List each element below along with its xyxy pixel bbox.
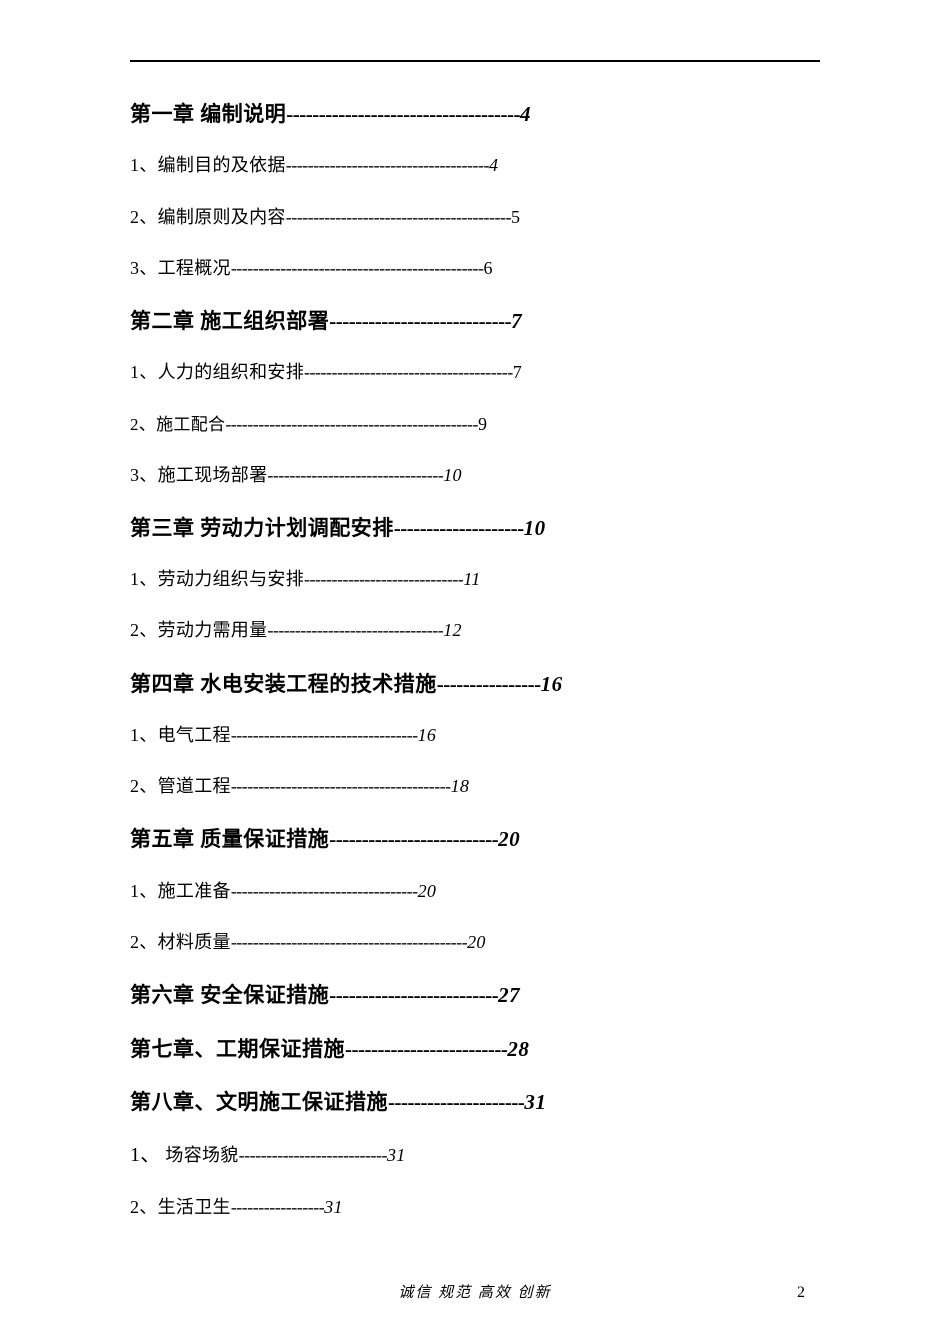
toc-entry-label: 1、电气工程 — [130, 723, 231, 748]
toc-sub-entry: 2、生活卫生-----------------31 — [130, 1195, 820, 1220]
toc-entry-label: 1、 场容场貌 — [130, 1141, 239, 1169]
toc-entry-leader: ----------------------------------------… — [225, 412, 478, 437]
toc-entry-page: 31 — [324, 1195, 343, 1220]
toc-chapter-entry: 第三章 劳动力计划调配安排-------------------- 10 — [130, 514, 820, 543]
toc-entry-leader: -------------------------------------- — [304, 360, 513, 385]
toc-entry-page: 10 — [524, 514, 546, 543]
toc-sub-entry: 3、工程概况----------------------------------… — [130, 256, 820, 281]
toc-chapter-entry: 第五章 质量保证措施--------------------------20 — [130, 825, 820, 854]
toc-chapter-entry: 第四章 水电安装工程的技术措施---------------- 16 — [130, 670, 820, 699]
toc-entry-page: 10 — [443, 463, 462, 488]
toc-entry-label: 第二章 施工组织部署 — [130, 307, 329, 336]
toc-entry-label: 1、编制目的及依据 — [130, 153, 286, 178]
toc-entry-label: 第八章、文明施工保证措施 — [130, 1088, 388, 1117]
toc-entry-leader: ---------------------------------- — [231, 723, 418, 748]
toc-entry-label: 第一章 编制说明 — [130, 100, 286, 129]
toc-entry-leader: ---------------------------------- — [231, 879, 418, 904]
toc-entry-page: 27 — [498, 981, 520, 1010]
toc-sub-entry: 1、施工准备----------------------------------… — [130, 879, 820, 904]
toc-entry-leader: ---------------- — [437, 670, 541, 699]
toc-entry-leader: ------------------------------------ — [286, 100, 520, 129]
toc-entry-page: 4 — [489, 153, 498, 178]
toc-chapter-entry: 第六章 安全保证措施--------------------------27 — [130, 981, 820, 1010]
footer-motto: 诚信 规范 高效 创新 — [0, 1281, 950, 1302]
toc-entry-label: 第七章、工期保证措施 — [130, 1035, 345, 1064]
top-rule — [130, 60, 820, 62]
toc-sub-entry: 1、劳动力组织与安排----------------------------- … — [130, 567, 820, 592]
toc-entry-page: 31 — [387, 1143, 406, 1168]
toc-entry-page: 4 — [520, 100, 531, 129]
toc-entry-page: 20 — [467, 930, 486, 955]
toc-entry-page: 20 — [418, 879, 437, 904]
toc-sub-entry: 2、编制原则及内容-------------------------------… — [130, 205, 820, 230]
toc-entry-page: 6 — [484, 256, 493, 281]
toc-entry-page: 9 — [478, 412, 487, 437]
toc-entry-page: 5 — [511, 205, 520, 230]
toc-entry-leader: -------------------------- — [329, 825, 498, 854]
toc-entry-label: 1、劳动力组织与安排 — [130, 567, 304, 592]
toc-entry-leader: -------------------------- — [329, 981, 498, 1010]
toc-entry-leader: ------------------------- — [345, 1035, 507, 1064]
toc-chapter-entry: 第一章 编制说明--------------------------------… — [130, 100, 820, 129]
toc-entry-page: 12 — [443, 618, 462, 643]
toc-entry-label: 2、材料质量 — [130, 930, 231, 955]
toc-entry-label: 2、施工配合 — [130, 413, 225, 437]
toc-entry-leader: ----------------------------- — [304, 567, 463, 592]
toc-entry-leader: -------------------------------- — [267, 618, 443, 643]
toc-entry-leader: --------------------------- — [239, 1143, 387, 1168]
toc-entry-label: 2、管道工程 — [130, 774, 231, 799]
toc-entry-label: 第六章 安全保证措施 — [130, 981, 329, 1010]
toc-sub-entry: 1、电气工程----------------------------------… — [130, 723, 820, 748]
toc-sub-entry: 3、施工现场部署--------------------------------… — [130, 463, 820, 488]
toc-entry-label: 第五章 质量保证措施 — [130, 825, 329, 854]
toc-entry-label: 3、施工现场部署 — [130, 463, 267, 488]
toc-sub-entry: 2、材料质量----------------------------------… — [130, 930, 820, 955]
page-content: 第一章 编制说明--------------------------------… — [0, 0, 950, 1221]
toc-entry-page: 7 — [511, 307, 522, 336]
toc-entry-leader: -------------------- — [394, 514, 524, 543]
toc-entry-leader: ----------------------------------------… — [286, 205, 511, 230]
toc-sub-entry: 1、编制目的及依据-------------------------------… — [130, 153, 820, 178]
toc-entry-label: 2、生活卫生 — [130, 1195, 231, 1220]
toc-sub-entry: 2、管道工程----------------------------------… — [130, 774, 820, 799]
toc-entry-page: 18 — [451, 774, 470, 799]
toc-entry-page: 11 — [463, 567, 480, 592]
toc-entry-page: 31 — [524, 1088, 546, 1117]
toc-entry-label: 1、人力的组织和安排 — [130, 360, 304, 385]
toc-entry-leader: ---------------------------- — [329, 307, 511, 336]
toc-entry-leader: -------------------------------- — [267, 463, 443, 488]
toc-sub-entry: 1、人力的组织和安排------------------------------… — [130, 360, 820, 385]
table-of-contents: 第一章 编制说明--------------------------------… — [130, 100, 820, 1221]
footer-page-number: 2 — [797, 1284, 805, 1302]
toc-entry-leader: ----------------------------------------… — [231, 930, 467, 955]
toc-entry-label: 3、工程概况 — [130, 256, 231, 281]
toc-entry-leader: --------------------- — [388, 1088, 524, 1117]
toc-entry-leader: ----------------- — [231, 1195, 324, 1220]
toc-entry-leader: ----------------------------------------… — [231, 256, 484, 281]
toc-entry-leader: ------------------------------------- — [286, 153, 489, 178]
toc-entry-label: 1、施工准备 — [130, 879, 231, 904]
toc-entry-label: 2、编制原则及内容 — [130, 205, 286, 230]
toc-entry-leader: ---------------------------------------- — [231, 774, 451, 799]
toc-entry-page: 16 — [418, 723, 437, 748]
toc-sub-entry: 2、施工配合----------------------------------… — [130, 412, 820, 437]
toc-entry-page: 16 — [541, 670, 563, 699]
toc-entry-page: 20 — [498, 825, 520, 854]
toc-sub-entry: 1、 场容场貌---------------------------31 — [130, 1141, 820, 1169]
toc-entry-label: 第三章 劳动力计划调配安排 — [130, 514, 394, 543]
toc-entry-page: 7 — [513, 360, 522, 385]
toc-entry-label: 第四章 水电安装工程的技术措施 — [130, 670, 437, 699]
toc-entry-page: 28 — [507, 1035, 529, 1064]
toc-sub-entry: 2、劳动力需用量--------------------------------… — [130, 618, 820, 643]
toc-chapter-entry: 第七章、工期保证措施-------------------------28 — [130, 1035, 820, 1064]
toc-entry-label: 2、劳动力需用量 — [130, 618, 267, 643]
toc-chapter-entry: 第八章、文明施工保证措施---------------------31 — [130, 1088, 820, 1117]
toc-chapter-entry: 第二章 施工组织部署----------------------------7 — [130, 307, 820, 336]
